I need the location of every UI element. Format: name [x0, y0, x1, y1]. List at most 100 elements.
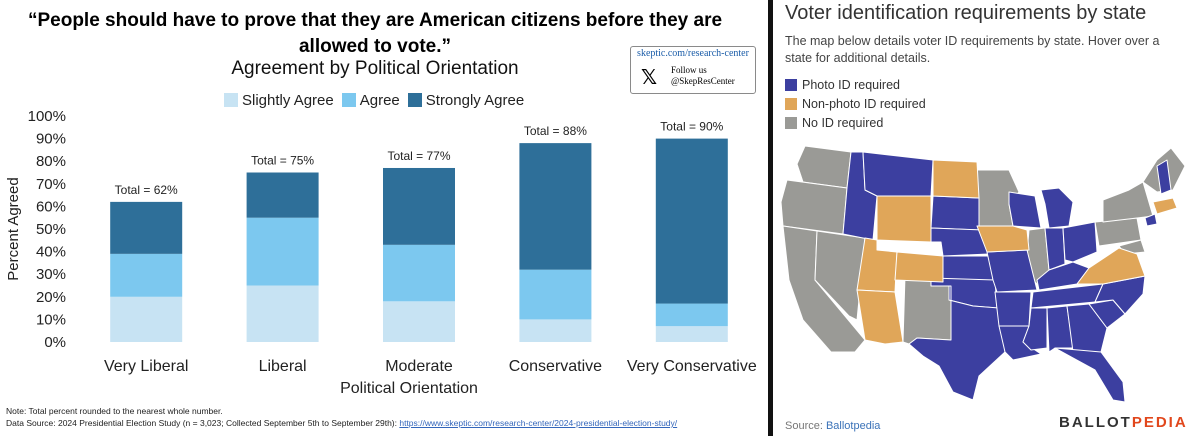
us-voter-id-map[interactable]	[773, 130, 1199, 410]
state-new-york[interactable]	[1102, 181, 1154, 223]
chart-quote-title: “People should have to prove that they a…	[27, 10, 723, 57]
bar-segment-agree	[246, 217, 319, 286]
y-axis-label: Percent Agreed	[5, 177, 22, 280]
state-ohio[interactable]	[1062, 221, 1098, 263]
legend-label: Strongly Agree	[425, 91, 525, 109]
y-tick-label: 70%	[36, 176, 66, 193]
state-new-hampshire[interactable]	[1156, 159, 1172, 195]
stacked-bar-chart: 0% 10% 20% 30% 40% 50% 60% 70% 80% 90% 100% Percent…	[5, 108, 757, 397]
state-south-dakota[interactable]	[930, 195, 980, 231]
legend-label: Photo ID required	[802, 78, 900, 92]
state-wyoming[interactable]	[876, 195, 932, 243]
state-colorado[interactable]	[894, 251, 944, 283]
state-kansas[interactable]	[942, 255, 994, 281]
legend-item-slightly-agree: Slightly Agree	[224, 92, 334, 109]
bar-segment-agree	[383, 244, 455, 302]
bar-segment-slightly-agree	[519, 319, 592, 342]
map-legend-non-photo-id: Non-photo ID required	[785, 97, 926, 111]
y-tick-label: 50%	[36, 221, 66, 238]
bar-segment-agree	[655, 303, 728, 327]
y-tick-label: 0%	[44, 334, 66, 351]
legend-swatch	[224, 93, 238, 107]
y-tick-label: 10%	[36, 311, 66, 328]
state-florida[interactable]	[1054, 347, 1126, 403]
state-indiana[interactable]	[1044, 227, 1066, 271]
chart-panel: “People should have to prove that they a…	[0, 0, 768, 436]
map-panel: Voter identification requirements by sta…	[773, 0, 1199, 436]
legend-swatch	[785, 79, 797, 91]
legend-swatch	[785, 117, 797, 129]
brand-follow-text: Follow us @SkepResCenter	[671, 65, 735, 87]
legend-swatch	[785, 98, 797, 110]
state-arizona[interactable]	[856, 289, 904, 345]
bar-segment-strongly-agree	[655, 138, 728, 304]
skeptic-brand-box[interactable]: skeptic.com/research-center 𝕏 Follow us …	[630, 46, 756, 94]
follow-handle: @SkepResCenter	[671, 76, 735, 86]
state-north-dakota[interactable]	[932, 159, 980, 199]
state-alabama[interactable]	[1046, 305, 1074, 353]
state-michigan[interactable]	[1040, 187, 1074, 229]
bar-segment-slightly-agree	[110, 296, 183, 342]
y-tick-label: 40%	[36, 244, 66, 261]
map-legend-no-id: No ID required	[785, 116, 883, 130]
legend-label: No ID required	[802, 116, 884, 130]
state-virginia[interactable]	[1076, 247, 1146, 285]
state-texas[interactable]	[908, 285, 1006, 401]
bar-total-label: Total = 62%	[115, 183, 178, 197]
state-iowa[interactable]	[976, 225, 1030, 253]
legend-swatch	[341, 93, 356, 107]
y-tick-label: 90%	[36, 131, 66, 148]
x-axis-label: Political Orientation	[340, 380, 478, 397]
x-tick-label: Liberal	[259, 358, 307, 375]
legend-swatch	[407, 93, 422, 107]
bar-segment-slightly-agree	[383, 301, 455, 342]
legend-item-strongly-agree: Strongly Agree	[407, 91, 525, 109]
bar-segment-agree	[519, 269, 592, 320]
state-georgia[interactable]	[1066, 303, 1108, 353]
chart-source: Data Source: 2024 Presidential Election …	[6, 418, 677, 428]
y-tick-label: 30%	[36, 266, 66, 283]
y-tick-label: 80%	[36, 153, 66, 170]
x-tick-label: Very Liberal	[104, 358, 189, 375]
brand-url[interactable]: skeptic.com/research-center	[637, 48, 749, 59]
map-description: The map below details voter ID requireme…	[785, 34, 1160, 65]
legend-label: Slightly Agree	[242, 91, 334, 109]
state-montana[interactable]	[862, 151, 934, 197]
bar-segment-slightly-agree	[655, 326, 728, 342]
ballotpedia-logo: BALLOTPEDIA	[1059, 414, 1188, 431]
map-title: Voter identification requirements by sta…	[785, 2, 1147, 24]
chart-legend: Slightly Agree Agree Strongly Agree	[224, 90, 532, 110]
bar-segment-agree	[110, 253, 183, 297]
x-tick-label: Very Conservative	[627, 358, 757, 375]
logo-pedia: PEDIA	[1131, 414, 1188, 431]
state-arkansas[interactable]	[994, 291, 1032, 327]
logo-ballot: BALLOT	[1059, 414, 1132, 431]
bar-segment-strongly-agree	[246, 172, 319, 218]
map-legend-photo-id: Photo ID required	[785, 78, 900, 92]
state-connecticut[interactable]	[1144, 213, 1158, 227]
bar-segment-strongly-agree	[519, 143, 592, 270]
chart-subtitle: Agreement by Political Orientation	[231, 58, 519, 79]
map-source-link[interactable]: Ballotpedia	[825, 420, 881, 432]
legend-label: Non-photo ID required	[802, 97, 926, 111]
bar-total-label: Total = 75%	[251, 154, 314, 168]
bar-total-label: Total = 90%	[660, 120, 723, 134]
follow-line-1: Follow us	[671, 65, 707, 75]
state-washington[interactable]	[796, 145, 852, 189]
state-massachusetts[interactable]	[1152, 197, 1178, 215]
bar-total-label: Total = 77%	[387, 149, 450, 163]
x-tick-label: Moderate	[385, 358, 453, 375]
legend-label: Agree	[359, 91, 400, 109]
y-tick-label: 20%	[36, 289, 66, 306]
chart-note: Note: Total percent rounded to the neare…	[6, 406, 223, 416]
bar-segment-strongly-agree	[110, 201, 183, 254]
state-oregon[interactable]	[780, 179, 848, 235]
y-tick-label: 60%	[36, 198, 66, 215]
map-source: Source: Ballotpedia	[785, 420, 880, 432]
chart-source-link[interactable]: https://www.skeptic.com/research-center/…	[399, 418, 678, 428]
bar-segment-slightly-agree	[246, 285, 319, 342]
state-wisconsin[interactable]	[1008, 191, 1042, 229]
x-logo-icon: 𝕏	[641, 65, 658, 89]
bar-total-label: Total = 88%	[524, 124, 587, 138]
legend-item-agree: Agree	[341, 91, 400, 109]
